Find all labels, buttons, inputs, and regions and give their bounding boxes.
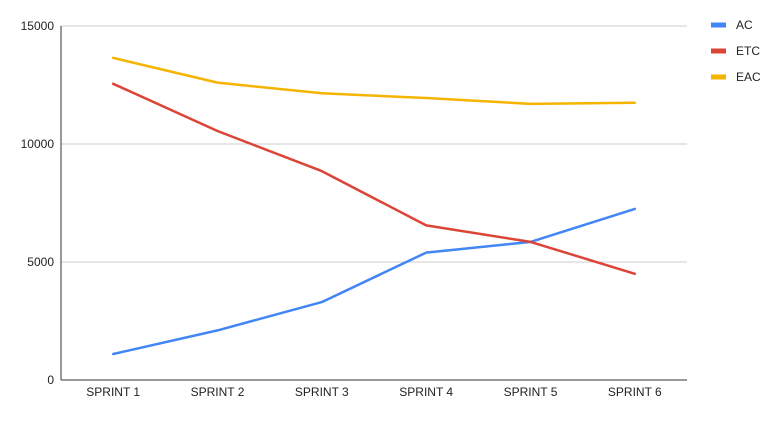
legend: AC ETC EAC [711, 18, 761, 84]
y-tick-label: 5000 [27, 255, 54, 269]
series-line-eac [113, 58, 635, 104]
legend-swatch [711, 49, 726, 54]
series-lines [113, 58, 635, 354]
legend-swatch [711, 75, 726, 80]
legend-item-etc[interactable]: ETC [711, 44, 760, 58]
x-tick-label: SPRINT 6 [608, 385, 662, 399]
y-tick-label: 0 [47, 373, 54, 387]
legend-swatch [711, 23, 726, 28]
legend-label: AC [736, 18, 753, 32]
y-tick-label: 15000 [21, 19, 55, 33]
axes: 0 5000 10000 15000 SPRINT 1 SPRINT 2 SPRINT 3 S… [21, 19, 687, 399]
series-line-etc [113, 84, 635, 274]
y-tick-label: 10000 [21, 137, 55, 151]
x-tick-label: SPRINT 5 [504, 385, 558, 399]
gridlines [61, 26, 687, 262]
legend-item-ac[interactable]: AC [711, 18, 753, 32]
legend-item-eac[interactable]: EAC [711, 70, 761, 84]
x-tick-label: SPRINT 1 [86, 385, 140, 399]
legend-label: ETC [736, 44, 760, 58]
x-tick-label: SPRINT 4 [399, 385, 453, 399]
x-tick-label: SPRINT 2 [191, 385, 245, 399]
series-line-ac [113, 209, 635, 354]
legend-label: EAC [736, 70, 761, 84]
x-tick-label: SPRINT 3 [295, 385, 349, 399]
